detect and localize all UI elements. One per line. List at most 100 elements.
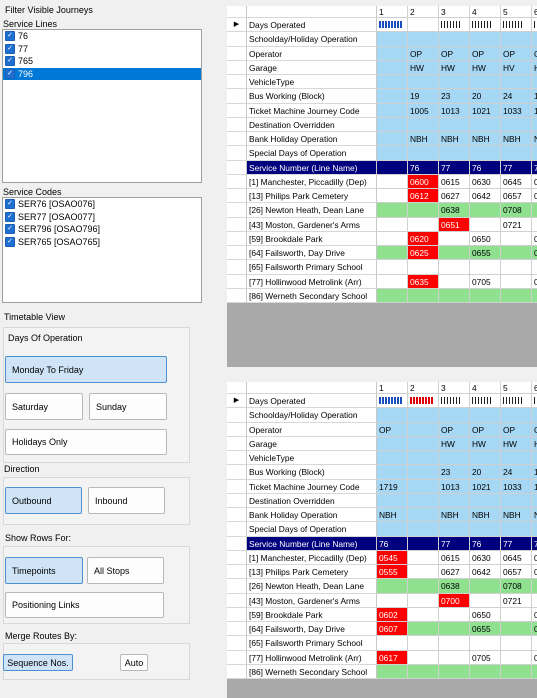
column-header[interactable]: 1 [377,382,408,394]
row-header[interactable] [227,479,247,494]
grid-cell[interactable] [377,146,408,161]
grid-cell[interactable]: 0650 [470,231,501,246]
grid-cell[interactable] [408,408,439,423]
grid-cell[interactable] [408,146,439,161]
grid-cell[interactable] [377,288,408,303]
grid-cell[interactable]: 1013 [439,479,470,494]
grid-cell[interactable] [408,479,439,494]
grid-cell[interactable] [408,260,439,275]
row-header[interactable] [227,565,247,580]
grid-cell[interactable] [439,146,470,161]
row-header[interactable] [227,636,247,651]
grid-cell[interactable] [532,394,537,409]
grid-cell[interactable]: 0721 [501,593,532,608]
row-header[interactable] [227,451,247,466]
grid-cell[interactable]: 1021 [470,103,501,118]
grid-cell[interactable] [439,18,470,33]
grid-cell[interactable] [377,75,408,90]
grid-cell[interactable] [408,18,439,33]
row-header[interactable] [227,408,247,423]
grid-cell[interactable]: 0625 [408,246,439,261]
row-header[interactable] [227,217,247,232]
grid-cell[interactable] [377,217,408,232]
grid-cell[interactable] [377,174,408,189]
grid-cell[interactable] [532,664,537,679]
grid-cell[interactable] [470,217,501,232]
grid-cell[interactable]: 24 [501,89,532,104]
grid-cell[interactable] [501,607,532,622]
outbound-button[interactable]: Outbound [5,487,82,514]
grid-cell[interactable] [501,451,532,466]
grid-cell[interactable] [377,231,408,246]
grid-cell[interactable] [408,75,439,90]
grid-cell[interactable] [408,593,439,608]
grid-cell[interactable]: 76 [532,160,537,175]
row-header[interactable] [227,536,247,551]
grid-cell[interactable]: 15 [532,89,537,104]
row-header[interactable] [227,75,247,90]
grid-cell[interactable] [470,493,501,508]
grid-cell[interactable] [501,394,532,409]
row-header[interactable] [227,146,247,161]
grid-cell[interactable]: NE [532,508,537,523]
checkbox[interactable]: ✓ [5,224,15,235]
grid-cell[interactable] [501,274,532,289]
grid-cell[interactable] [501,32,532,47]
row-header[interactable] [227,246,247,261]
grid-cell[interactable] [377,436,408,451]
grid-cell[interactable] [470,117,501,132]
grid-cell[interactable] [377,46,408,61]
row-header[interactable] [227,579,247,594]
grid-cell[interactable] [377,579,408,594]
grid-cell[interactable]: 0650 [470,607,501,622]
row-header[interactable] [227,260,247,275]
row-header[interactable] [227,593,247,608]
grid-cell[interactable]: 0705 [470,650,501,665]
grid-cell[interactable] [532,451,537,466]
grid-cell[interactable] [408,422,439,437]
grid-cell[interactable] [501,650,532,665]
grid-cell[interactable] [377,103,408,118]
grid-cell[interactable] [470,75,501,90]
service-lines-list[interactable]: ✓ 76 ✓ 77 ✓ 765 ✓ 796 [2,29,202,183]
grid-cell[interactable]: 07 [532,650,537,665]
grid-cell[interactable] [377,465,408,480]
grid-cell[interactable]: 0657 [501,189,532,204]
grid-cell[interactable] [408,436,439,451]
service-codes-list[interactable]: ✓ SER76 [OSAO076] ✓ SER77 [OSAO077] ✓ SER796 … [2,197,202,303]
grid-cell[interactable] [470,664,501,679]
grid-cell[interactable]: 76 [470,160,501,175]
grid-cell[interactable] [408,117,439,132]
grid-cell[interactable]: 23 [439,89,470,104]
grid-cell[interactable]: OP [470,46,501,61]
grid-cell[interactable] [501,146,532,161]
grid-cell[interactable] [501,231,532,246]
grid-cell[interactable] [501,246,532,261]
auto-button[interactable]: Auto [120,654,148,671]
column-header[interactable]: 6 [532,382,537,394]
grid-cell[interactable]: 10 [532,103,537,118]
grid-cell[interactable]: OP [501,46,532,61]
grid-cell[interactable]: 0635 [408,274,439,289]
grid-cell[interactable]: 07 [532,550,537,565]
grid-cell[interactable] [377,117,408,132]
grid-cell[interactable]: NBH [377,508,408,523]
grid-cell[interactable]: 0721 [501,217,532,232]
grid-cell[interactable]: 0612 [408,189,439,204]
grid-cell[interactable]: 1005 [408,103,439,118]
grid-cell[interactable]: 0545 [377,550,408,565]
grid-cell[interactable]: NBH [501,508,532,523]
service-line-item[interactable]: ✓ 796 [3,67,201,80]
grid-cell[interactable] [439,231,470,246]
grid-cell[interactable]: OP [439,46,470,61]
grid-cell[interactable]: NBH [470,508,501,523]
grid-cell[interactable] [501,522,532,537]
grid-cell[interactable]: 0615 [439,550,470,565]
grid-cell[interactable]: 07 [532,607,537,622]
grid-cell[interactable] [377,522,408,537]
grid-cell[interactable] [377,32,408,47]
monday-to-friday-button[interactable]: Monday To Friday [5,356,167,383]
grid-cell[interactable] [470,146,501,161]
column-header[interactable]: 3 [439,382,470,394]
